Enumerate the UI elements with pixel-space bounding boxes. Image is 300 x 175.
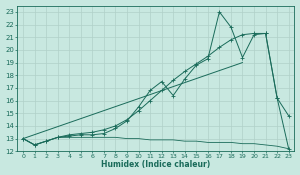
X-axis label: Humidex (Indice chaleur): Humidex (Indice chaleur) bbox=[101, 160, 211, 169]
